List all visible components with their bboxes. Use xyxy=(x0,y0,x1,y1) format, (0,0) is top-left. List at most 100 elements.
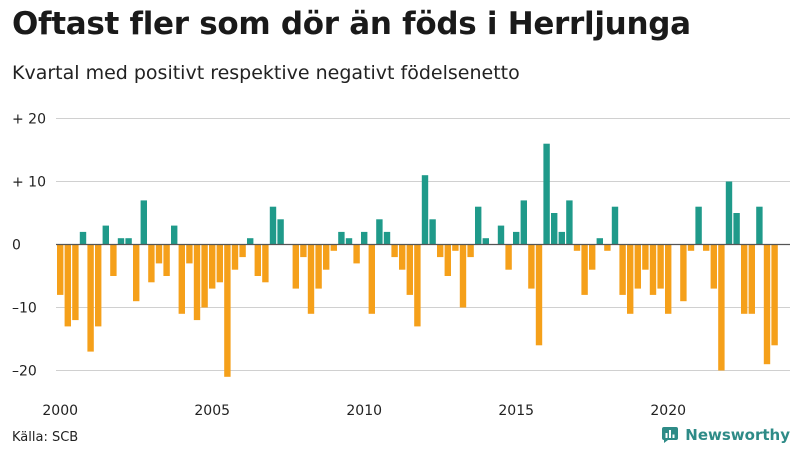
bar xyxy=(209,244,216,289)
bar xyxy=(611,206,619,245)
bar xyxy=(193,244,201,321)
bar xyxy=(277,219,284,245)
bar xyxy=(771,244,778,346)
bar xyxy=(376,219,383,245)
brand[interactable]: Newsworthy xyxy=(661,426,790,444)
x-tick-label: 2000 xyxy=(42,403,78,419)
bar xyxy=(201,244,208,308)
bar xyxy=(581,244,588,295)
bar xyxy=(528,244,535,289)
bar xyxy=(748,244,755,314)
bar xyxy=(399,244,406,270)
bar xyxy=(718,244,725,371)
y-tick-label: –20 xyxy=(12,364,37,380)
bar xyxy=(482,238,489,245)
bar xyxy=(467,244,474,258)
bar xyxy=(64,244,71,327)
bar xyxy=(239,244,246,258)
bar xyxy=(421,175,429,245)
bar xyxy=(763,244,771,365)
bar xyxy=(391,244,398,258)
bar xyxy=(171,225,178,245)
bar xyxy=(186,244,193,264)
chart-title: Oftast fler som dör än föds i Herrljunga xyxy=(12,6,691,42)
bar xyxy=(703,244,710,251)
bar xyxy=(589,244,596,270)
x-axis-tick-labels: 2000 2005 2010 2015 2020 xyxy=(42,403,686,419)
bar xyxy=(497,225,505,245)
bar xyxy=(535,244,543,346)
bar xyxy=(231,244,239,270)
bar xyxy=(216,244,223,283)
bar xyxy=(87,244,94,352)
bar xyxy=(513,231,520,245)
bar xyxy=(338,231,345,245)
bar xyxy=(695,206,702,245)
bar xyxy=(634,244,641,289)
bar xyxy=(619,244,626,295)
x-tick-label: 2010 xyxy=(346,403,382,419)
bar xyxy=(117,238,125,245)
y-tick-label: + 10 xyxy=(12,175,46,191)
bar xyxy=(687,244,695,251)
bar xyxy=(323,244,330,270)
bar xyxy=(155,244,163,264)
bar xyxy=(558,231,565,245)
bars xyxy=(57,143,778,377)
bar xyxy=(353,244,360,264)
bar xyxy=(444,244,451,276)
y-tick-label: + 20 xyxy=(12,112,46,128)
bar xyxy=(657,244,664,289)
bar xyxy=(178,244,185,314)
bar xyxy=(627,244,634,314)
y-axis-tick-labels: + 20 + 10 0 –10 –20 xyxy=(12,112,46,380)
brand-name: Newsworthy xyxy=(685,426,790,444)
bar xyxy=(163,244,170,276)
bar xyxy=(414,244,421,327)
bar xyxy=(543,143,550,245)
bar xyxy=(649,244,657,295)
bar xyxy=(247,238,254,245)
bar xyxy=(148,244,155,283)
bar xyxy=(72,244,79,321)
bar xyxy=(452,244,459,251)
bar xyxy=(79,231,87,245)
bar xyxy=(110,244,117,276)
bar xyxy=(710,244,717,289)
source-note: Källa: SCB xyxy=(12,430,79,445)
bar xyxy=(57,244,64,295)
bar xyxy=(429,219,436,245)
bar xyxy=(140,200,147,245)
bar xyxy=(406,244,413,295)
bar xyxy=(102,225,109,245)
bar xyxy=(133,244,140,302)
bar xyxy=(573,244,581,251)
bar xyxy=(459,244,467,308)
bar xyxy=(345,238,353,245)
bar xyxy=(315,244,322,289)
bar xyxy=(665,244,672,314)
bar xyxy=(125,238,132,245)
bar xyxy=(642,244,649,270)
chart-subtitle: Kvartal med positivt respektive negativt… xyxy=(12,62,520,84)
bar xyxy=(551,213,558,245)
bar-chart-logo-icon xyxy=(662,427,679,443)
bar xyxy=(292,244,299,289)
bar xyxy=(95,244,102,327)
bar xyxy=(725,181,733,245)
y-tick-label: –10 xyxy=(12,301,37,317)
bar xyxy=(262,244,269,283)
bar xyxy=(596,238,603,245)
y-tick-label: 0 xyxy=(12,238,21,254)
bar xyxy=(475,206,482,245)
bar xyxy=(368,244,375,314)
bar xyxy=(224,244,231,377)
bar xyxy=(505,244,512,270)
bar xyxy=(383,231,391,245)
bar xyxy=(680,244,687,302)
bar xyxy=(566,200,573,245)
x-tick-label: 2020 xyxy=(650,403,686,419)
x-tick-label: 2005 xyxy=(194,403,230,419)
bar xyxy=(269,206,277,245)
